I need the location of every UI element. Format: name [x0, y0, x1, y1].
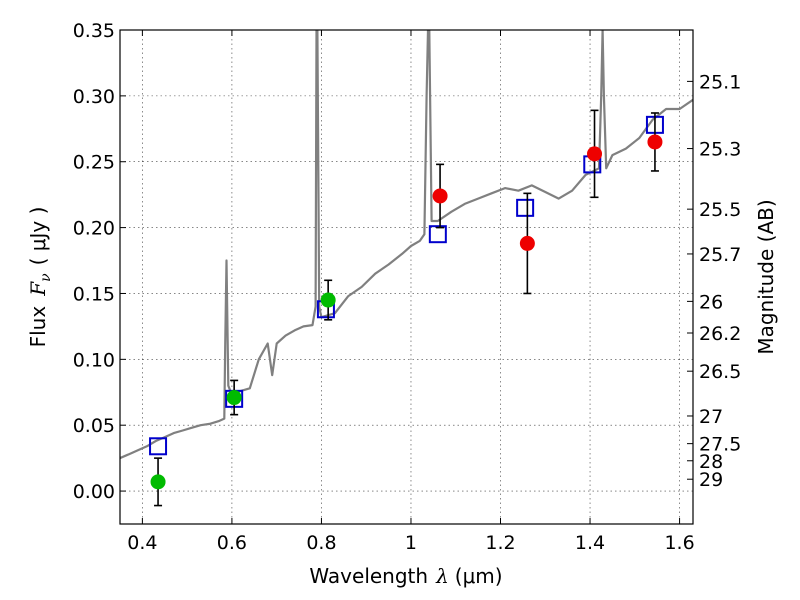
- grid: [120, 29, 693, 524]
- y-tick-label: 0.05: [73, 415, 115, 437]
- y2-tick-label: 25.1: [699, 71, 741, 93]
- y-tick-label: 0.25: [73, 152, 115, 174]
- x-tick-label: 1.2: [485, 532, 515, 554]
- y-tick-label: 0.30: [73, 86, 115, 108]
- y-axis-title: FluxFν( μJy ): [26, 207, 54, 348]
- y2-axis-title: Magnitude (AB): [754, 199, 778, 354]
- observed-point: [587, 146, 603, 162]
- x-tick-label: 0.4: [127, 532, 157, 554]
- plot-area: [120, 30, 693, 507]
- observed-point: [320, 292, 336, 308]
- model-photometry-point: [516, 198, 535, 217]
- y2-tick-label: 27.5: [699, 434, 741, 456]
- model-photometry-point: [149, 437, 168, 456]
- plot-frame: [119, 29, 694, 525]
- y2-tick-label: 25.3: [699, 139, 741, 161]
- x-tick-label: 1: [405, 532, 417, 554]
- x-tick-label: 1.4: [575, 532, 605, 554]
- y2-tick-label: 26: [699, 291, 723, 313]
- y-tick-label: 0.35: [73, 20, 115, 42]
- y2-tick-label: 25.5: [699, 199, 741, 221]
- y2-tick-label: 29: [699, 469, 723, 491]
- observed-point: [226, 390, 242, 406]
- y2-tick-label: 26.5: [699, 361, 741, 383]
- y-tick-label: 0.10: [73, 349, 115, 371]
- y2-tick-label: 25.7: [699, 244, 741, 266]
- observed-point: [519, 235, 535, 251]
- y-tick-label: 0.20: [73, 218, 115, 240]
- axes: 0.4 0.6 0.8 1 1.2 1.4 1.6 0.00 0.05 0.10 0.15 0.20 0…: [73, 20, 742, 554]
- x-axis-title: Wavelength λ (μm): [309, 564, 502, 588]
- x-tick-label: 0.6: [217, 532, 247, 554]
- y2-tick-label: 28: [699, 451, 723, 473]
- observed-point: [432, 188, 448, 204]
- observed-point: [647, 134, 663, 150]
- model-photometry-point: [428, 225, 447, 244]
- y2-tick-label: 26.2: [699, 323, 741, 345]
- y-tick-label: 0.00: [73, 481, 115, 503]
- spectrum-line: [120, 30, 693, 460]
- observed-point: [150, 474, 166, 490]
- y-tick-label: 0.15: [73, 283, 115, 305]
- y2-tick-label: 27: [699, 406, 723, 428]
- x-tick-label: 1.6: [664, 532, 694, 554]
- x-tick-label: 0.8: [306, 532, 336, 554]
